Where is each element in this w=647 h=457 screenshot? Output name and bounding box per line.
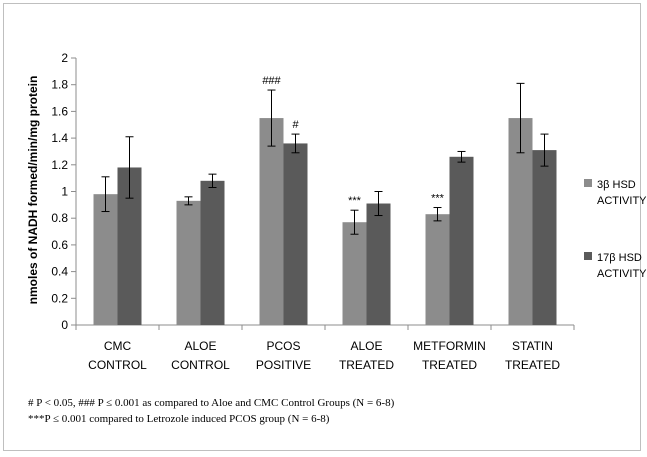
bar bbox=[283, 143, 308, 325]
bar bbox=[93, 194, 118, 325]
y-tick-label: 0.2 bbox=[51, 291, 68, 305]
significance-marker: *** bbox=[348, 195, 362, 207]
y-tick-label: 0 bbox=[61, 318, 68, 332]
x-tick-label: CONTROL bbox=[171, 358, 230, 372]
chart-axes: 0 0.2 0.4 0.6 0.8 1 1.2 1.4 1.6 1.8 2 CMC CONTROL ALO… bbox=[51, 51, 575, 372]
significance-marker: ### bbox=[262, 75, 281, 87]
legend-label: ACTIVITY bbox=[597, 268, 647, 280]
significance-marker: *** bbox=[431, 193, 445, 205]
x-tick-label: STATIN bbox=[512, 339, 553, 353]
legend-swatch bbox=[584, 252, 592, 260]
chart-bars: ### *** *** # bbox=[93, 75, 557, 325]
footnote-1: # P < 0.05, ### P ≤ 0.001 as compared to… bbox=[28, 397, 395, 409]
x-tick-label: TREATED bbox=[505, 358, 560, 372]
x-tick-label: TREATED bbox=[422, 358, 477, 372]
legend-label: ACTIVITY bbox=[597, 195, 647, 207]
x-tick-label: CONTROL bbox=[88, 358, 147, 372]
x-tick-label: POSITIVE bbox=[256, 358, 311, 372]
bar bbox=[259, 118, 284, 325]
legend-label: 3β HSD bbox=[597, 179, 636, 191]
footnote-2: ***P ≤ 0.001 compared to Letrozole induc… bbox=[28, 413, 330, 425]
figure-frame bbox=[3, 3, 641, 451]
x-tick-label: CMC bbox=[104, 339, 132, 353]
significance-marker: # bbox=[292, 119, 299, 131]
bar bbox=[200, 180, 225, 325]
x-tick-label: PCOS bbox=[266, 339, 300, 353]
bar bbox=[532, 150, 557, 325]
y-tick-label: 1.6 bbox=[51, 104, 68, 118]
y-tick-label: 2 bbox=[61, 51, 68, 65]
bar bbox=[366, 203, 391, 325]
x-tick-label: TREATED bbox=[339, 358, 394, 372]
bar bbox=[425, 214, 450, 325]
legend-label: 17β HSD bbox=[597, 252, 642, 264]
bar-chart: 0 0.2 0.4 0.6 0.8 1 1.2 1.4 1.6 1.8 2 CMC CONTROL ALO… bbox=[26, 51, 647, 372]
y-tick-label: 1 bbox=[61, 185, 68, 199]
y-axis-label: nmoles of NADH formed/min/mg protein bbox=[26, 76, 40, 305]
bar bbox=[176, 200, 201, 325]
bar bbox=[342, 222, 367, 325]
bar bbox=[449, 156, 474, 325]
legend-swatch bbox=[584, 179, 592, 187]
y-tick-label: 0.6 bbox=[51, 238, 68, 252]
y-tick-label: 1.2 bbox=[51, 158, 68, 172]
chart-legend: 3β HSD ACTIVITY 17β HSD ACTIVITY bbox=[584, 179, 647, 280]
y-tick-label: 1.8 bbox=[51, 78, 68, 92]
y-tick-label: 0.8 bbox=[51, 211, 68, 225]
x-tick-label: METFORMIN bbox=[413, 339, 486, 353]
y-tick-label: 0.4 bbox=[51, 265, 68, 279]
x-tick-label: ALOE bbox=[350, 339, 382, 353]
y-tick-label: 1.4 bbox=[51, 131, 68, 145]
x-tick-label: ALOE bbox=[184, 339, 216, 353]
